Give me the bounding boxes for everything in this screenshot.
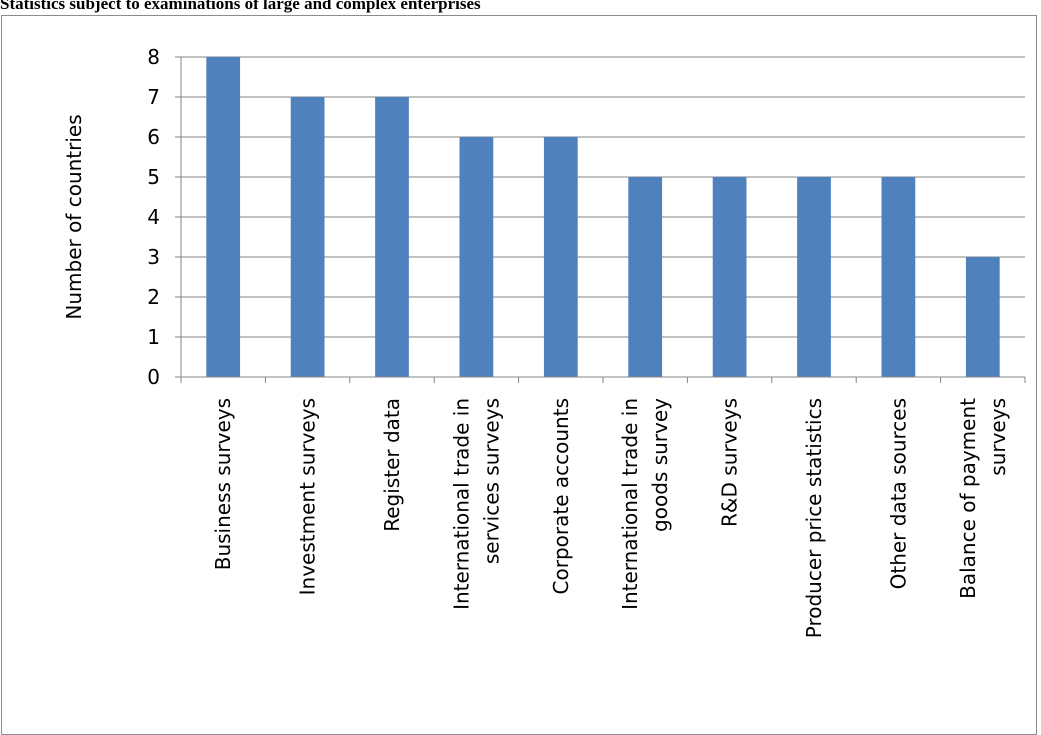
- category-label: Other data sources: [886, 398, 910, 589]
- y-tick-label: 3: [147, 245, 160, 269]
- category-label-line: Balance of payment: [956, 398, 980, 599]
- category-label-line: International trade in: [449, 398, 473, 610]
- page-title: Statistics subject to examinations of la…: [0, 0, 481, 13]
- category-label-line: Producer price statistics: [802, 398, 826, 638]
- category-label-line: R&D surveys: [718, 398, 742, 527]
- y-tick-label: 5: [147, 165, 160, 189]
- chart-frame: [1, 15, 1037, 735]
- y-tick-label: 8: [147, 45, 160, 69]
- bar: [375, 97, 409, 377]
- bar: [290, 97, 325, 377]
- axes: [175, 56, 1026, 383]
- category-label-line: International trade in: [618, 398, 642, 610]
- category-label: Investment surveys: [296, 398, 320, 595]
- category-label-line: Business surveys: [211, 398, 235, 570]
- category-label: International trade in goods survey: [618, 398, 672, 610]
- category-label-line: Investment surveys: [296, 398, 320, 595]
- category-label-line: surveys: [986, 398, 1010, 476]
- bar: [712, 177, 747, 377]
- category-label: Corporate accounts: [549, 398, 573, 594]
- bar: [543, 137, 578, 377]
- category-label-line: Other data sources: [886, 398, 910, 589]
- y-tick-label: 7: [147, 85, 160, 109]
- category-label: Balance of payment surveys: [956, 398, 1010, 599]
- bars: [206, 57, 1000, 377]
- category-label: Business surveys: [211, 398, 235, 570]
- category-label: R&D surveys: [718, 398, 742, 527]
- category-label: Register data: [380, 398, 404, 532]
- category-label: Producer price statistics: [802, 398, 826, 638]
- bar: [628, 177, 663, 377]
- category-label-line: services surveys: [479, 398, 503, 564]
- bar: [965, 257, 1000, 377]
- bar: [881, 177, 916, 377]
- y-tick-label: 2: [147, 285, 160, 309]
- bar: [459, 137, 494, 377]
- y-tick-label: 0: [147, 365, 160, 389]
- y-tick-labels: 0 1 2 3 4 5 6 7 8: [147, 45, 160, 389]
- y-tick-label: 6: [147, 125, 160, 149]
- category-label-line: Register data: [380, 398, 404, 532]
- y-axis-title: Number of countries: [62, 114, 86, 319]
- bar: [206, 57, 241, 377]
- category-label-line: goods survey: [648, 398, 672, 532]
- y-tick-label: 4: [147, 205, 160, 229]
- y-tick-label: 1: [147, 325, 160, 349]
- category-labels: Business surveys Investment surveys Regist…: [211, 398, 1010, 638]
- category-label: International trade in services surveys: [449, 398, 503, 610]
- category-label-line: Corporate accounts: [549, 398, 573, 594]
- bar: [797, 177, 831, 377]
